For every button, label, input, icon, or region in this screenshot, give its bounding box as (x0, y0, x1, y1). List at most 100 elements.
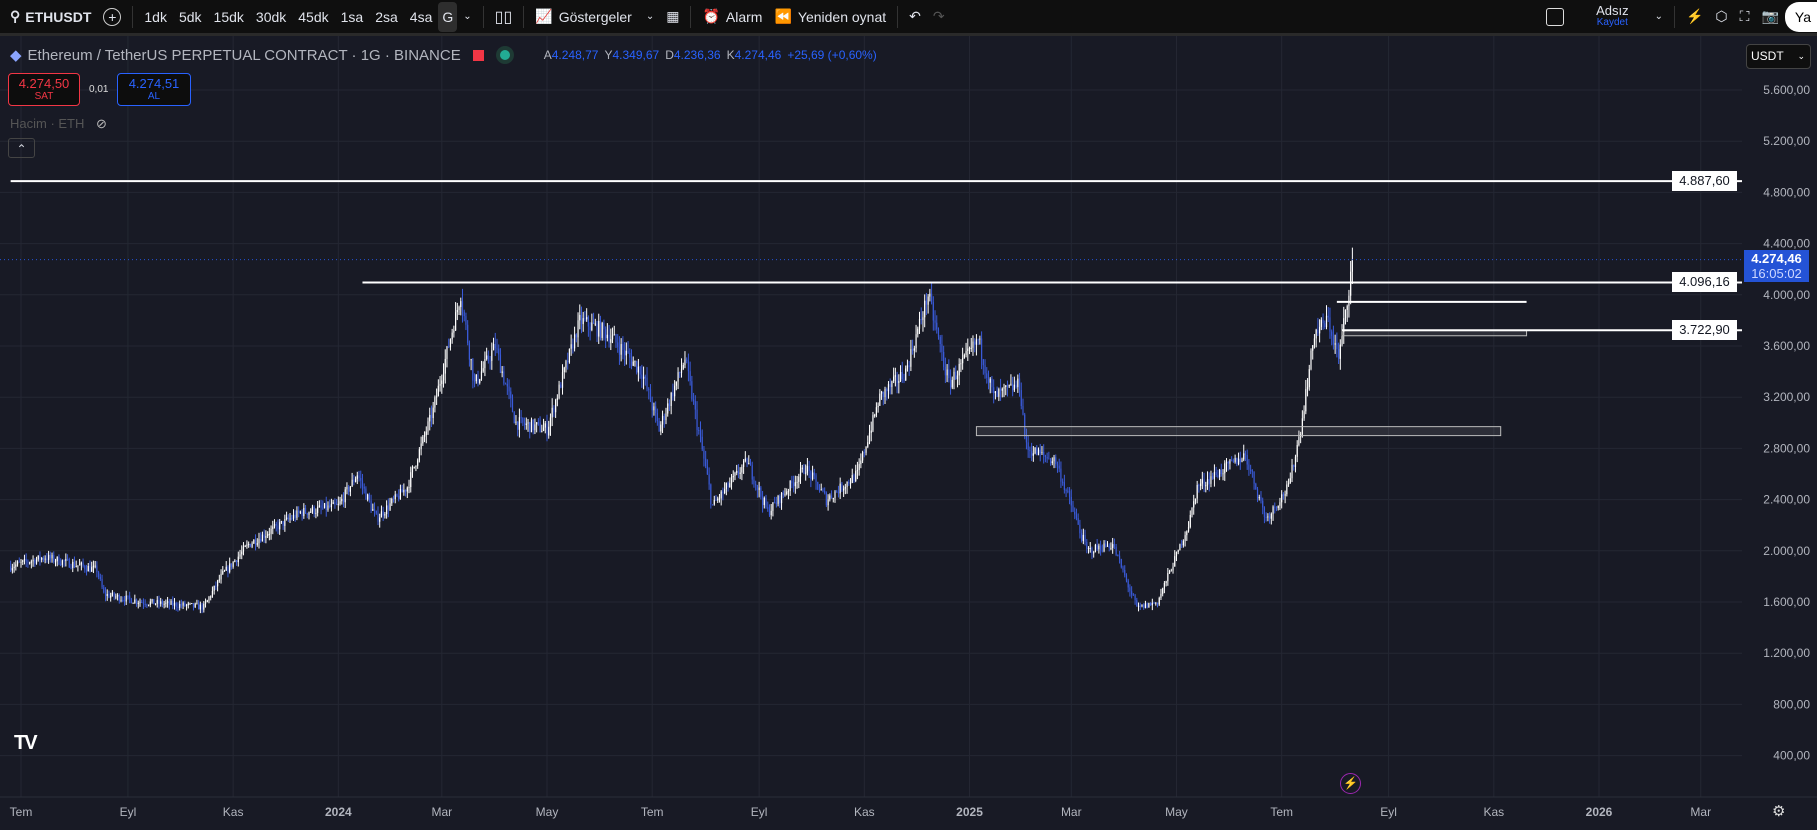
candle-body (1029, 449, 1031, 452)
candle-body (417, 460, 419, 466)
candle-body (273, 524, 276, 527)
candle-body (410, 472, 412, 488)
candle-body (549, 417, 552, 427)
candle-body (841, 483, 843, 491)
candle-body (801, 467, 803, 470)
candle-body (268, 533, 270, 535)
candle-body (603, 323, 605, 330)
candle-body (353, 479, 355, 482)
snapshot-button[interactable]: 📷 (1755, 2, 1784, 32)
chart-type-button[interactable]: ▯▯ (489, 2, 519, 32)
candle-body (1203, 479, 1205, 486)
candle-body (468, 343, 470, 360)
candle-body (756, 484, 758, 491)
quick-search-button[interactable]: ⚡ (1680, 2, 1709, 32)
interval-30dk[interactable]: 30dk (255, 8, 287, 25)
candle-body (106, 594, 108, 597)
candle-body (1294, 456, 1297, 467)
candle-body (317, 506, 319, 513)
candle-body (972, 341, 974, 348)
candle-body (996, 391, 998, 397)
candle-body (51, 555, 53, 559)
chart-pane[interactable]: 5.600,00 5.200,00 4.800,00 4.400,00 4.000,00… (0, 36, 1817, 830)
interval-1sa[interactable]: 1sa (340, 8, 364, 25)
candle-body (1074, 511, 1076, 515)
fullscreen-square-button[interactable] (1540, 2, 1570, 32)
eye-hidden-icon[interactable]: ⊘ (96, 116, 107, 131)
candle-body (87, 565, 89, 572)
candle-body (1024, 414, 1026, 435)
collapse-legend-button[interactable]: ⌃ (8, 138, 35, 158)
time-axis-settings-icon[interactable]: ⚙ (1772, 803, 1786, 820)
candle-body (477, 374, 479, 383)
save-link[interactable]: Kaydet (1596, 16, 1628, 28)
candle-body (774, 502, 776, 504)
currency-select[interactable]: USDT ⌄ (1746, 44, 1811, 69)
redo-button[interactable]: ↷ (927, 2, 951, 32)
candle-body (1093, 552, 1095, 554)
candle-body (661, 415, 664, 425)
candle-body (630, 357, 633, 366)
candle-body (480, 371, 483, 380)
candle-body (325, 503, 327, 511)
price-chart[interactable]: 5.600,00 5.200,00 4.800,00 4.400,00 4.000,00… (0, 36, 1817, 830)
interval-15dk[interactable]: 15dk (213, 8, 244, 25)
fullscreen-button[interactable]: ⛶ (1734, 2, 1756, 32)
low-label: D (665, 48, 674, 62)
interval-G[interactable]: G (438, 1, 458, 32)
interval-1dk[interactable]: 1dk (144, 8, 167, 25)
layouts-button[interactable]: ▦ (660, 2, 685, 32)
candle-body (30, 561, 32, 563)
interval-5dk[interactable]: 5dk (178, 8, 202, 25)
indicators-button[interactable]: 📈 Göstergeler ⌄ (529, 2, 660, 32)
candle-body (98, 572, 100, 577)
candle-body (722, 491, 724, 494)
settings-button[interactable]: ⬡ (1709, 2, 1733, 32)
symbol-title[interactable]: Ethereum / TetherUS PERPETUAL CONTRACT ·… (27, 46, 461, 64)
candle-body (998, 389, 1000, 397)
candle-body (1196, 485, 1198, 499)
buy-button[interactable]: 4.274,51 AL (117, 73, 191, 106)
candle-body (463, 311, 465, 317)
sell-price: 4.274,50 (18, 76, 70, 91)
candle-body (965, 350, 967, 355)
sell-button[interactable]: 4.274,50 SAT (8, 73, 80, 106)
interval-2sa[interactable]: 2sa (375, 8, 398, 25)
candle-body (1167, 573, 1169, 582)
candle-body (803, 467, 805, 474)
candle-body (887, 384, 890, 392)
alarm-button[interactable]: ⏰ Alarm (696, 2, 768, 32)
candle-body (991, 378, 993, 388)
chevron-down-icon: ⌄ (1654, 11, 1663, 22)
candle-body (672, 392, 674, 397)
candle-body (1305, 389, 1307, 412)
publish-button[interactable]: Ya (1784, 1, 1817, 32)
candle-body (955, 371, 957, 380)
symbol-search[interactable]: ⚲ ETHUSDT (4, 2, 97, 32)
undo-button[interactable]: ↶ (903, 2, 927, 32)
candle-body (620, 344, 622, 355)
compare-add-button[interactable]: + (97, 2, 127, 32)
x-tick-label: Kas (223, 805, 244, 819)
candle-body (166, 601, 169, 603)
candle-body (1146, 603, 1148, 608)
layout-dropdown[interactable]: ⌄ (1649, 2, 1669, 32)
candle-body (132, 602, 134, 604)
candle-body (711, 504, 714, 506)
candle-body (1113, 544, 1115, 547)
lightning-event-icon[interactable]: ⚡ (1340, 773, 1361, 794)
replay-button[interactable]: ⏪ Yeniden oynat (768, 2, 892, 32)
candle-body (308, 512, 310, 515)
interval-45dk[interactable]: 45dk (298, 8, 329, 25)
interval-4sa[interactable]: 4sa (409, 8, 433, 25)
candle-body (767, 507, 769, 509)
flag-icon[interactable] (472, 49, 484, 61)
candle-body (408, 487, 410, 489)
candle-body (805, 472, 807, 474)
candle-body (1229, 460, 1231, 464)
volume-indicator[interactable]: Hacim · ETH ⊘ (10, 116, 107, 132)
layout-name-button[interactable]: Adsız Kaydet (1590, 2, 1635, 32)
candle-body (482, 368, 484, 372)
candle-body (627, 350, 629, 353)
interval-dropdown[interactable]: ⌄ (457, 2, 477, 32)
